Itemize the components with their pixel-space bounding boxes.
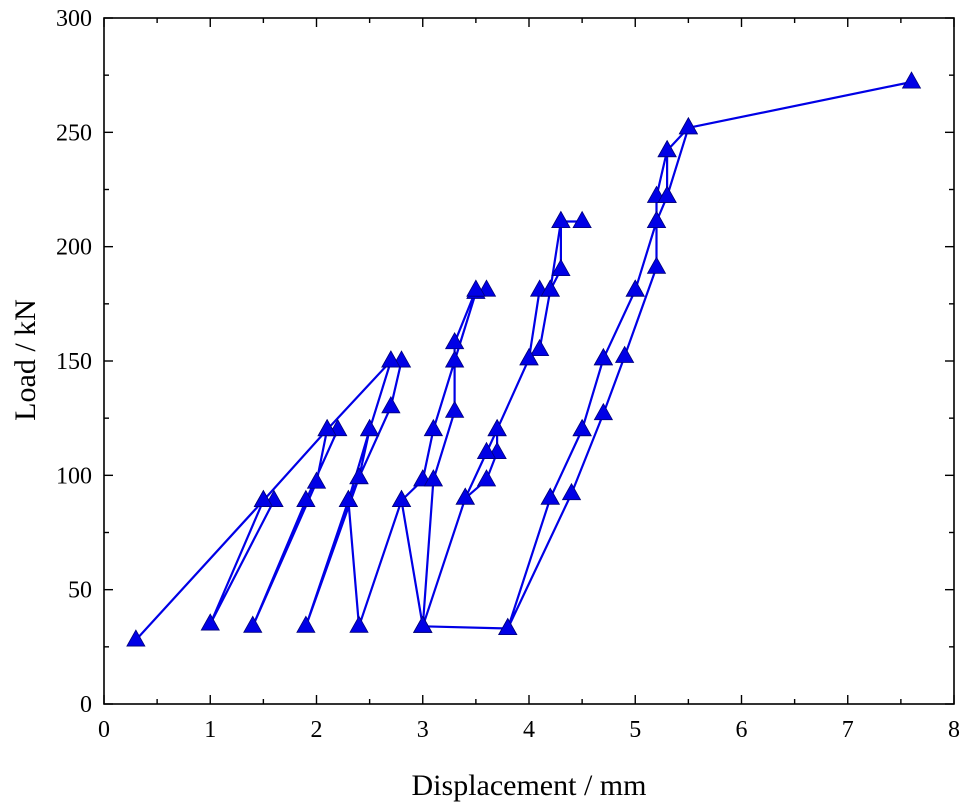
triangle-marker [572,418,592,437]
x-tick-label: 5 [629,717,641,743]
triangle-marker [657,139,677,158]
triangle-marker [381,395,401,414]
y-tick-label: 50 [68,578,92,604]
triangle-marker [593,347,614,366]
series-line [135,80,912,641]
x-tick-label: 0 [98,717,110,743]
axis-ticks [103,17,955,705]
triangle-marker [529,338,550,357]
triangle-marker [200,613,220,631]
triangle-marker [487,418,507,437]
triangle-marker [593,402,614,421]
x-tick-label: 2 [311,717,323,743]
x-tick-label: 3 [417,717,429,743]
triangle-marker [126,629,146,647]
triangle-marker [381,350,401,368]
triangle-marker [551,210,571,228]
y-tick-label: 100 [56,463,92,489]
triangle-marker [296,489,316,507]
triangle-marker [444,350,465,368]
triangle-marker [519,347,539,366]
triangle-marker [423,418,444,437]
triangle-marker [540,279,560,297]
triangle-marker [657,185,677,203]
triangle-marker [614,345,635,363]
y-tick-label: 150 [56,349,92,375]
series-group [126,71,922,647]
triangle-marker [678,117,699,135]
triangle-marker [540,487,560,505]
triangle-marker [338,489,359,507]
triangle-marker [901,71,922,89]
x-axis-title: Displacement / mm [412,769,647,802]
triangle-marker [444,400,465,418]
y-tick-label: 200 [56,235,92,261]
x-tick-label: 6 [736,717,748,743]
triangle-marker [296,615,316,633]
triangle-marker [561,482,582,501]
triangle-marker [625,279,645,297]
x-tick-label: 7 [842,717,854,743]
triangle-marker [423,469,444,487]
triangle-marker [498,617,518,636]
triangle-marker [646,256,667,274]
triangle-marker [572,210,592,228]
x-tick-label: 4 [523,717,535,743]
x-tick-label: 1 [204,717,216,743]
triangle-marker [455,487,475,505]
triangle-marker [646,210,667,228]
triangle-marker [317,418,337,437]
triangle-marker [243,615,263,633]
triangle-marker [253,489,274,507]
triangle-marker [444,331,465,350]
y-tick-labels: 0 50 100 150 200 250 300 [56,6,92,718]
triangle-marker [349,466,369,485]
triangle-marker [413,615,433,633]
triangle-marker [476,441,497,459]
triangle-marker [359,418,380,437]
triangle-marker [476,469,497,487]
x-tick-label: 8 [948,717,960,743]
triangle-marker [306,471,327,489]
y-tick-label: 300 [56,6,92,32]
x-tick-labels: 0 1 2 3 4 5 6 7 8 [98,717,960,743]
triangle-marker [349,615,369,633]
y-tick-label: 0 [80,692,92,718]
triangle-marker [551,258,571,277]
triangle-marker [466,279,486,297]
y-tick-label: 250 [56,120,92,146]
y-axis-title: Load / kN [9,299,42,421]
triangle-marker [391,489,412,507]
